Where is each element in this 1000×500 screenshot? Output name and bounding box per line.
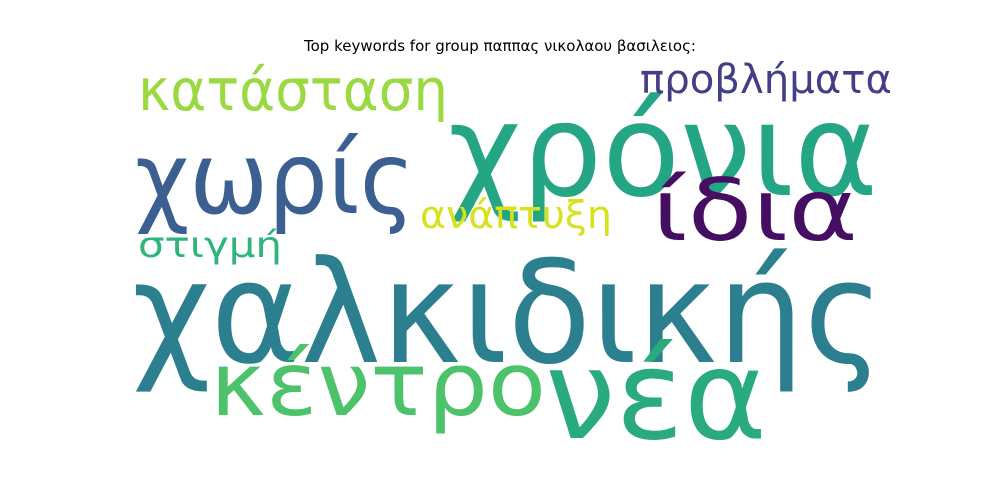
word-anaptyxi: ανάπτυξη bbox=[420, 193, 612, 237]
word-stigmi: στιγμή bbox=[138, 225, 282, 266]
word-kentro: κέντρο bbox=[210, 333, 546, 436]
word-chalkidikis: χαλκιδικής bbox=[132, 231, 884, 396]
figure-title: Top keywords for group παππας νικολαου β… bbox=[304, 37, 696, 55]
word-idia: ίδια bbox=[652, 161, 858, 261]
word-choris: χωρίς bbox=[135, 120, 415, 237]
word-nea: νέα bbox=[545, 324, 767, 468]
word-katastasi: κατάσταση bbox=[138, 56, 448, 124]
word-provlimata: προβλήματα bbox=[640, 57, 892, 103]
word-chronia: χρόνια bbox=[448, 77, 878, 226]
